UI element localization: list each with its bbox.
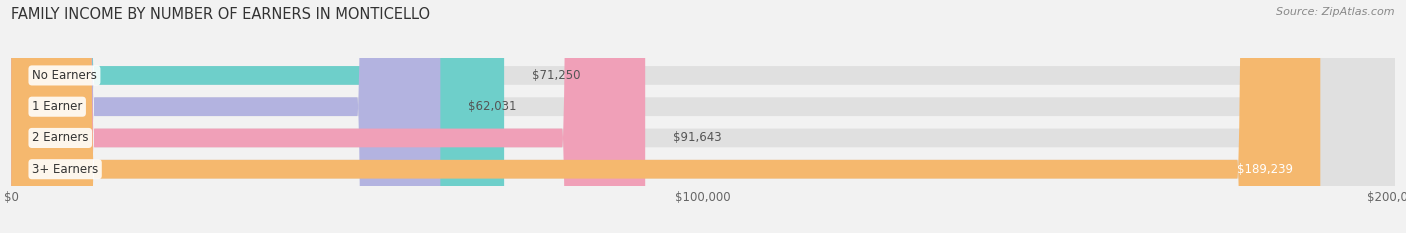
Text: 2 Earners: 2 Earners [32,131,89,144]
FancyBboxPatch shape [11,0,1395,233]
FancyBboxPatch shape [11,0,1320,233]
FancyBboxPatch shape [11,0,1395,233]
Text: FAMILY INCOME BY NUMBER OF EARNERS IN MONTICELLO: FAMILY INCOME BY NUMBER OF EARNERS IN MO… [11,7,430,22]
FancyBboxPatch shape [11,0,1395,233]
FancyBboxPatch shape [11,0,440,233]
Text: 3+ Earners: 3+ Earners [32,163,98,176]
FancyBboxPatch shape [11,0,1395,233]
Text: Source: ZipAtlas.com: Source: ZipAtlas.com [1277,7,1395,17]
Text: $62,031: $62,031 [468,100,516,113]
Text: $71,250: $71,250 [531,69,581,82]
Text: $189,239: $189,239 [1237,163,1292,176]
FancyBboxPatch shape [11,0,505,233]
Text: No Earners: No Earners [32,69,97,82]
Text: $91,643: $91,643 [673,131,721,144]
FancyBboxPatch shape [11,0,645,233]
Text: 1 Earner: 1 Earner [32,100,83,113]
